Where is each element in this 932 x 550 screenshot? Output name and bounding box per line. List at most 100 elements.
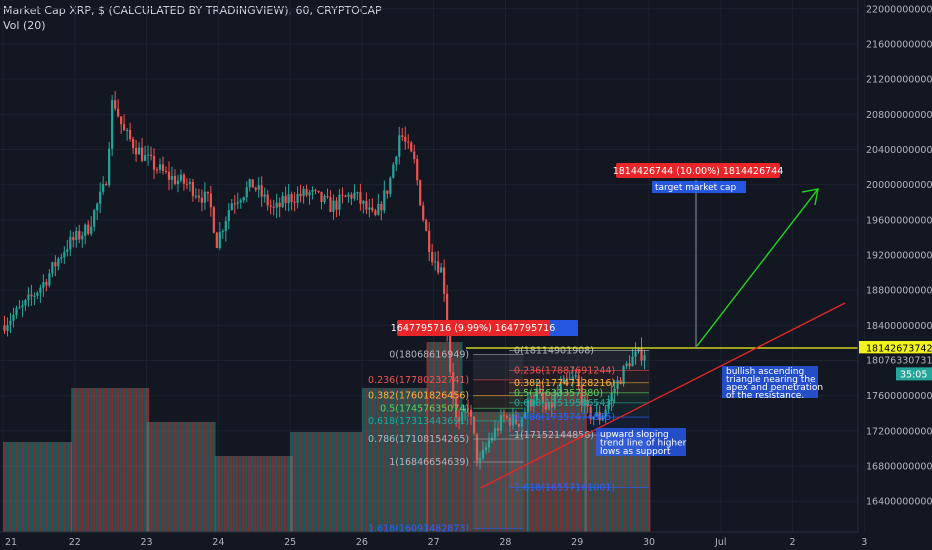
volume-indicator-label[interactable]: Vol (20)	[3, 19, 46, 32]
fib-level-label: 0(18068616949)	[389, 349, 469, 360]
candle	[616, 375, 619, 396]
volume-block	[361, 388, 428, 532]
candle	[404, 126, 407, 150]
candle	[275, 193, 278, 219]
candle	[221, 228, 224, 240]
candle	[463, 405, 467, 421]
fib-level-label: 1(17152144856)	[514, 430, 594, 441]
candle	[434, 251, 437, 271]
candle	[457, 409, 461, 430]
candle	[350, 192, 353, 206]
x-tick-label: 27	[428, 537, 440, 548]
candles	[3, 90, 646, 470]
volume-block	[146, 422, 216, 532]
x-tick-label: 22	[69, 537, 81, 548]
candle	[152, 148, 156, 179]
candle	[356, 191, 359, 201]
note-line: lows as support	[600, 447, 671, 457]
fib-level-label: 1.618(16091482873)	[368, 523, 469, 534]
fib-level-label: 0.382(17747128216)	[514, 378, 615, 389]
candle	[140, 137, 144, 163]
candle	[93, 208, 96, 232]
candle	[368, 199, 371, 218]
candle	[595, 403, 598, 418]
candle	[359, 183, 362, 211]
candle	[24, 298, 27, 311]
target-measure-box[interactable]: 1814426744 (10.00%) 1814426744 target mar…	[613, 163, 784, 193]
note-line: trend line of higher	[600, 439, 687, 449]
candle	[42, 274, 45, 297]
candle	[134, 139, 138, 162]
candle	[263, 187, 266, 203]
x-tick-label: 2	[790, 537, 796, 548]
candle	[541, 385, 544, 413]
candle	[188, 178, 192, 192]
candle	[505, 414, 509, 420]
volume-block	[214, 456, 293, 532]
candle	[389, 176, 392, 198]
x-tick-label: 28	[499, 537, 511, 548]
candle	[377, 193, 380, 216]
candle	[233, 194, 236, 214]
fib-level-label: 0.382(17601826456)	[368, 391, 469, 402]
candle	[51, 261, 54, 278]
candle	[550, 393, 553, 418]
candle	[75, 226, 78, 248]
candle	[466, 399, 470, 417]
candle	[218, 221, 221, 251]
candle	[499, 409, 503, 435]
candle	[27, 287, 30, 307]
candle	[365, 192, 368, 215]
candle	[78, 224, 81, 244]
candle	[422, 201, 425, 223]
candle	[284, 186, 287, 211]
fib-retracement-right[interactable]: 0(18114901908) 0.236(17887691244) 0.382(17…	[509, 345, 649, 493]
candle	[227, 202, 230, 230]
candle	[329, 190, 332, 213]
candle	[3, 315, 6, 334]
candle	[565, 372, 568, 387]
current-price-tag: 18076330731	[859, 353, 932, 367]
candle	[33, 292, 36, 306]
candle	[173, 169, 177, 186]
note-line: triangle nearing the	[726, 375, 816, 385]
candle	[63, 246, 66, 264]
fib-retracement-left[interactable]: 0(18068616949) 0.236(17780232741) 0.382(17…	[368, 349, 524, 534]
candle	[526, 397, 529, 416]
candle	[449, 328, 452, 376]
candle	[571, 366, 574, 388]
volume-block	[71, 388, 150, 532]
candle	[392, 162, 395, 179]
candle	[242, 196, 245, 204]
candle	[634, 342, 637, 365]
candle	[454, 393, 458, 427]
candle	[149, 146, 153, 161]
candle	[105, 181, 108, 186]
target-note: target market cap	[655, 183, 736, 193]
x-tick-label: 21	[5, 537, 17, 548]
candle	[317, 190, 320, 194]
resistance-price-tag: 18142673742	[859, 340, 932, 355]
candle	[556, 384, 559, 398]
y-tick-label: 19200000000	[866, 251, 932, 262]
y-tick-label: 16400000000	[866, 497, 932, 508]
candle	[272, 200, 275, 216]
x-tick-label: 29	[571, 537, 583, 548]
x-tick-label: 3	[861, 537, 867, 548]
projection-arrow[interactable]	[696, 188, 819, 347]
candle	[164, 166, 168, 174]
candle	[547, 401, 550, 411]
candle	[81, 231, 84, 248]
candle	[296, 186, 299, 209]
candle	[460, 404, 464, 425]
left-measure-box[interactable]: 1647795716 (9.99%) 1647795716	[391, 320, 578, 336]
candle	[293, 192, 296, 212]
candle	[99, 182, 102, 214]
candle	[314, 188, 317, 195]
candle	[9, 312, 12, 334]
support-trendline[interactable]	[480, 302, 846, 489]
candle	[200, 189, 203, 212]
